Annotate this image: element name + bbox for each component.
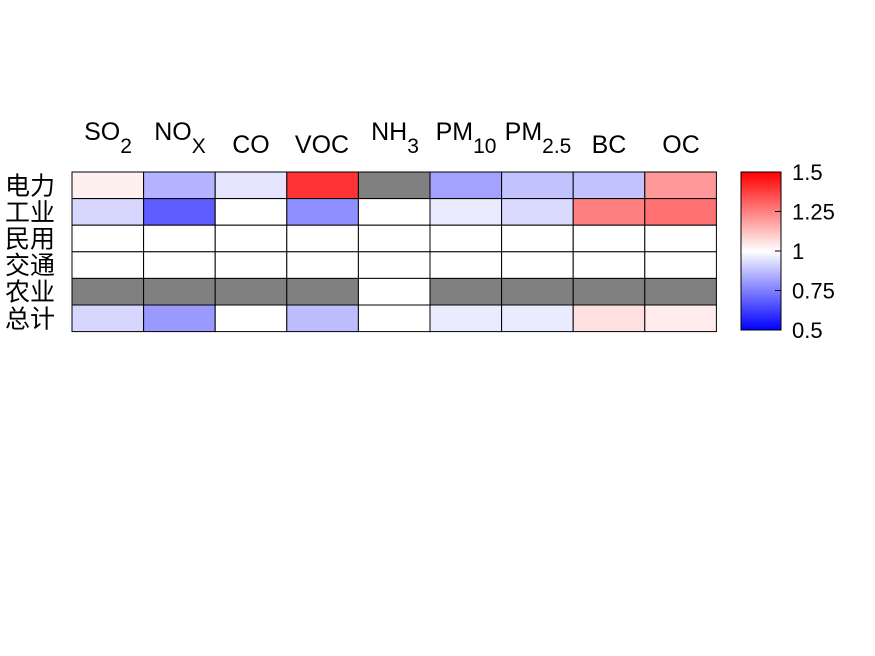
heatmap-cell — [143, 251, 216, 279]
heatmap-cell — [501, 224, 574, 253]
heatmap-cell — [429, 198, 503, 226]
colorbar-tick-label: 1 — [792, 239, 804, 264]
heatmap-cells — [71, 171, 717, 333]
heatmap-cell — [572, 277, 646, 306]
heatmap-cell — [214, 224, 288, 253]
heatmap-cell — [71, 251, 145, 279]
row-label: 工业 — [5, 198, 55, 227]
heatmap-cell — [143, 304, 216, 333]
row-label: 电力 — [5, 171, 55, 200]
heatmap-cell — [572, 251, 646, 279]
row-label: 民用 — [5, 225, 55, 254]
heatmap-cell — [429, 277, 503, 306]
heatmap-cell — [143, 171, 216, 200]
heatmap-cell — [644, 277, 717, 306]
column-label: SO2 — [84, 118, 132, 158]
colorbar-tick-label: 0.75 — [792, 279, 835, 304]
heatmap-cell — [572, 171, 646, 200]
heatmap-cell — [143, 277, 216, 306]
heatmap-cell — [644, 198, 717, 226]
heatmap-cell — [357, 171, 431, 200]
heatmap-cell — [644, 304, 717, 333]
heatmap-cell — [644, 251, 717, 279]
heatmap-cell — [286, 198, 359, 226]
heatmap-cell — [71, 224, 145, 253]
heatmap-cell — [644, 171, 717, 200]
heatmap-cell — [286, 304, 359, 333]
column-label: VOC — [295, 131, 349, 159]
heatmap-cell — [357, 251, 431, 279]
column-label: PM10 — [436, 118, 497, 158]
heatmap-cell — [357, 198, 431, 226]
heatmap-cell — [572, 304, 646, 333]
heatmap-cell — [501, 304, 574, 333]
heatmap-cell — [286, 251, 359, 279]
heatmap-cell — [572, 224, 646, 253]
heatmap-cell — [286, 171, 359, 200]
colorbar-gradient — [740, 171, 782, 331]
column-label: NOX — [154, 118, 206, 158]
colorbar-tick-label: 1.25 — [792, 200, 835, 225]
heatmap-cell — [214, 304, 288, 333]
column-label: CO — [232, 131, 270, 159]
row-label: 总计 — [5, 304, 55, 333]
colorbar: 1.5 1.25 1 0.75 0.5 — [740, 160, 835, 343]
heatmap-cell — [429, 171, 503, 200]
column-label: BC — [592, 131, 627, 159]
heatmap-cell — [357, 277, 431, 306]
colorbar-tick-label: 0.5 — [792, 318, 823, 343]
heatmap-cell — [71, 198, 145, 226]
heatmap-cell — [429, 251, 503, 279]
heatmap-cell — [501, 277, 574, 306]
heatmap-cell — [286, 224, 359, 253]
heatmap-cell — [286, 277, 359, 306]
heatmap-cell — [357, 224, 431, 253]
heatmap-cell — [644, 224, 717, 253]
heatmap-cell — [214, 251, 288, 279]
heatmap-cell — [357, 304, 431, 333]
heatmap-cell — [214, 171, 288, 200]
colorbar-tick-label: 1.5 — [792, 160, 823, 185]
heatmap-cell — [501, 251, 574, 279]
heatmap-cell — [214, 198, 288, 226]
row-label: 交通 — [5, 251, 55, 280]
heatmap-cell — [572, 198, 646, 226]
row-label: 农业 — [5, 278, 55, 307]
column-label: OC — [662, 131, 700, 159]
heatmap-cell — [71, 304, 145, 333]
heatmap-cell — [71, 171, 145, 200]
heatmap-cell — [429, 304, 503, 333]
heatmap-cell — [71, 277, 145, 306]
column-label: PM2.5 — [505, 118, 572, 158]
heatmap-cell — [143, 198, 216, 226]
heatmap-cell — [501, 171, 574, 200]
heatmap-cell — [501, 198, 574, 226]
column-label: NH3 — [371, 118, 419, 158]
heatmap-cell — [429, 224, 503, 253]
heatmap-cell — [214, 277, 288, 306]
heatmap-cell — [143, 224, 216, 253]
